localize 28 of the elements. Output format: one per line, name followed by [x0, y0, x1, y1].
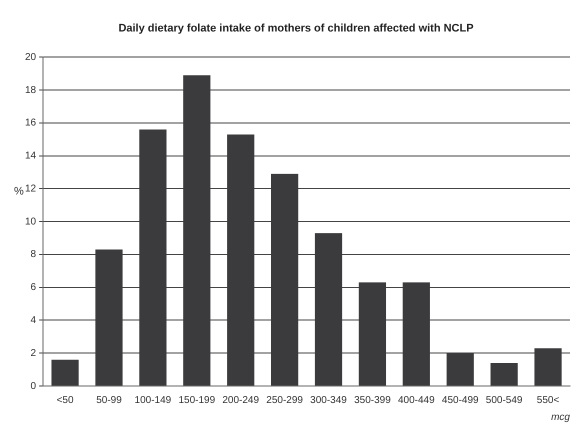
- x-tick-label: 450-499: [442, 394, 480, 406]
- y-tick-label: 20: [25, 52, 37, 63]
- y-tick-label: 12: [25, 183, 37, 194]
- y-tick-label: 16: [25, 118, 37, 129]
- y-tick-label: 2: [30, 348, 37, 359]
- y-tick-label: 0: [30, 380, 37, 392]
- bar: [490, 362, 518, 386]
- y-tick-label: 10: [25, 216, 37, 228]
- x-tick-label: 300-349: [310, 394, 348, 406]
- x-tick-label: 550<: [536, 394, 560, 406]
- y-tick-label: 4: [30, 314, 37, 326]
- x-tick-label: 200-249: [222, 394, 260, 406]
- x-tick-label: <50: [56, 394, 74, 406]
- x-tick-label: 50-99: [96, 394, 122, 406]
- y-tick-label: 18: [25, 84, 37, 96]
- x-axis-title: mcg: [551, 412, 570, 423]
- y-axis-title: %: [14, 186, 24, 198]
- y-tick-label: 14: [25, 150, 37, 162]
- x-tick-label: 250-299: [266, 394, 304, 406]
- bar: [51, 360, 79, 386]
- chart-title: Daily dietary folate intake of mothers of children affected with NCLP: [118, 22, 474, 35]
- x-tick-label: 500-549: [486, 394, 523, 406]
- x-tick-label: 350-399: [354, 394, 392, 406]
- x-tick-label: 150-199: [178, 394, 216, 406]
- y-tick-label: 8: [30, 249, 37, 260]
- y-tick-label: 6: [30, 282, 37, 294]
- x-tick-label: 400-449: [398, 394, 436, 406]
- x-tick-label: 100-149: [134, 394, 172, 406]
